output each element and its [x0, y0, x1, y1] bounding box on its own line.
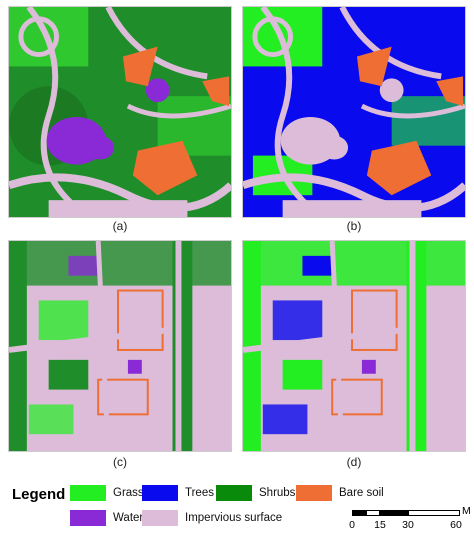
scale-tick: 0 — [349, 519, 355, 531]
legend-item-trees: Trees — [142, 485, 214, 501]
legend-title: Legend — [12, 486, 66, 503]
map-panel-b — [242, 6, 466, 218]
legend-label-impervious: Impervious surface — [185, 512, 283, 524]
scale-tick: 30 — [402, 519, 414, 531]
panel-caption-b: (b) — [346, 219, 362, 233]
scale-bar: 0 15 30 60 M — [349, 505, 471, 536]
panel-caption-a: (a) — [112, 219, 128, 233]
swatch-trees — [142, 485, 178, 501]
panel-caption-c: (c) — [113, 455, 127, 469]
legend-label-bare-soil: Bare soil — [339, 487, 384, 499]
legend-item-impervious: Impervious surface — [142, 510, 282, 526]
scale-segment — [352, 510, 366, 516]
panel-caption-d: (d) — [346, 455, 362, 469]
scale-unit: M — [462, 505, 471, 517]
scale-tick: 15 — [374, 519, 386, 531]
swatch-shrubs — [216, 485, 252, 501]
swatch-impervious — [142, 510, 178, 526]
legend-label-shrubs: Shrubs — [259, 487, 296, 499]
legend-label-water: Water — [113, 512, 144, 524]
scale-segment — [366, 510, 380, 516]
swatch-water — [70, 510, 106, 526]
scale-segment — [408, 510, 460, 516]
legend-item-water: Water — [70, 510, 143, 526]
map-panel-a — [8, 6, 232, 218]
legend-label-trees: Trees — [185, 487, 214, 499]
legend-item-bare-soil: Bare soil — [296, 485, 384, 501]
legend-item-shrubs: Shrubs — [216, 485, 295, 501]
map-panel-c — [8, 240, 232, 452]
swatch-bare-soil — [296, 485, 332, 501]
map-panel-d — [242, 240, 466, 452]
legend-label-grass: Grass — [113, 487, 144, 499]
scale-segment — [380, 510, 408, 516]
scale-tick: 60 — [450, 519, 462, 531]
swatch-grass — [70, 485, 106, 501]
legend-item-grass: Grass — [70, 485, 144, 501]
